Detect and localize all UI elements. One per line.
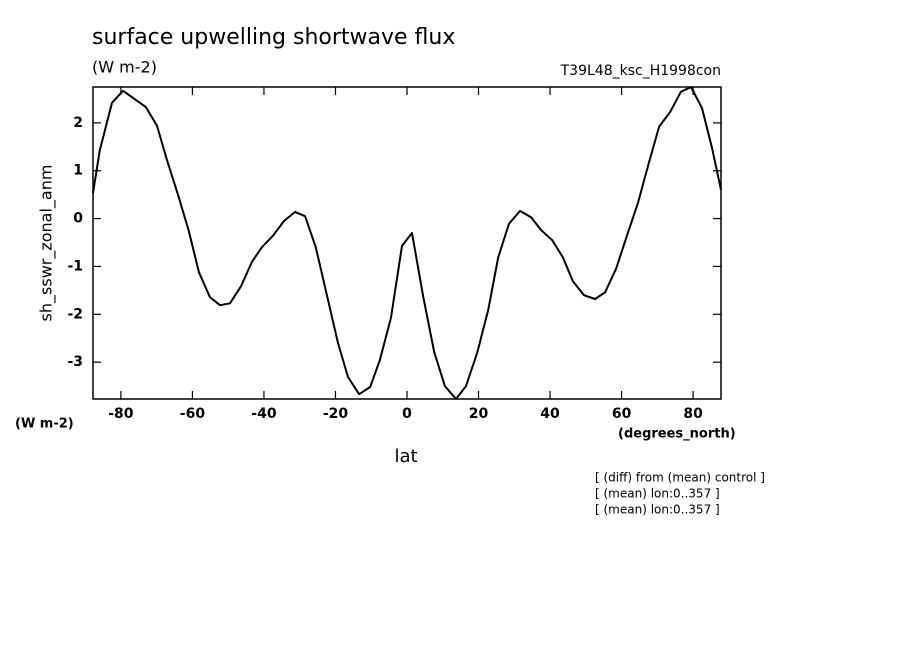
- x-tick-label: -80: [108, 406, 134, 422]
- x-tick-label: -40: [251, 406, 277, 422]
- x-tick-label: 20: [469, 406, 489, 422]
- y-tick-label: -1: [67, 258, 83, 274]
- y-tick-label: 0: [73, 211, 83, 227]
- note: [ (diff) from (mean) control ]: [595, 471, 765, 485]
- data-line: [92, 86, 722, 400]
- y-axis-label: sh_sswr_zonal_anm: [37, 165, 57, 322]
- x-tick-label: 60: [612, 406, 632, 422]
- x-tick-label: -20: [323, 406, 349, 422]
- x-units: (degrees_north): [618, 427, 736, 442]
- y-tick-label: -2: [67, 306, 83, 322]
- y-tick-label: 2: [73, 115, 83, 131]
- x-tick-label: -60: [180, 406, 206, 422]
- y-tick-label: -3: [67, 354, 83, 370]
- x-axis-label: lat: [394, 446, 417, 467]
- x-tick-label: 40: [540, 406, 560, 422]
- note: [ (mean) lon:0..357 ]: [595, 487, 720, 501]
- y-units: (W m-2): [15, 417, 74, 432]
- units: (W m-2): [92, 58, 157, 77]
- x-tick-label: 80: [683, 406, 703, 422]
- y-tick-label: 1: [73, 163, 83, 179]
- x-tick-label: 0: [402, 406, 412, 422]
- run-name: T39L48_ksc_H1998con: [560, 63, 721, 79]
- note: [ (mean) lon:0..357 ]: [595, 503, 720, 517]
- chart-title: surface upwelling shortwave flux: [92, 25, 455, 50]
